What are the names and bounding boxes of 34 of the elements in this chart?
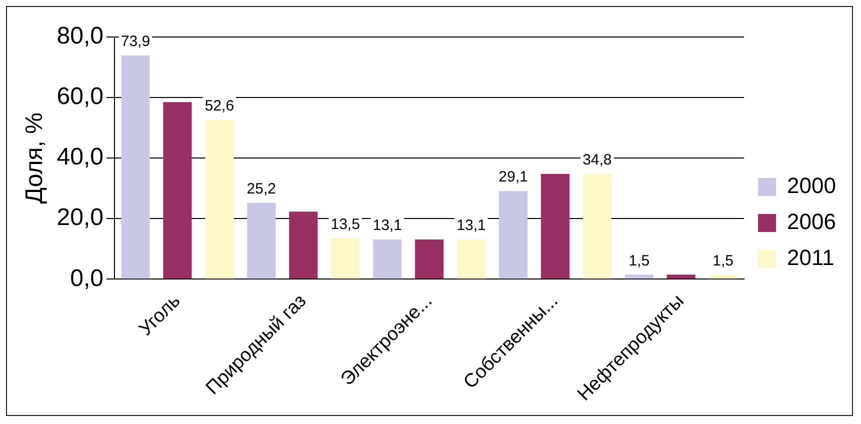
bar (498, 191, 528, 279)
data-label: 52,6 (204, 98, 234, 115)
bar (582, 174, 612, 279)
data-label: 1,5 (628, 252, 650, 270)
bar (540, 174, 570, 279)
bar (373, 240, 402, 279)
legend-label: 2006 (787, 209, 836, 234)
data-label: 13,1 (372, 217, 402, 234)
bar (289, 212, 318, 279)
bar (205, 120, 234, 279)
data-label: 25,2 (246, 180, 276, 198)
bar (456, 240, 486, 279)
bar (708, 274, 738, 279)
bar (666, 274, 696, 279)
bar (163, 102, 192, 279)
y-tick-label: 20,0 (56, 204, 104, 232)
y-tick-label: 60,0 (56, 83, 104, 110)
y-tick-label: 40,0 (56, 144, 104, 171)
bar (624, 274, 654, 279)
data-label: 73,9 (120, 33, 150, 50)
data-label: 13,1 (456, 217, 486, 234)
legend-label: 2000 (787, 173, 836, 198)
bar (415, 240, 444, 279)
bar (121, 55, 150, 279)
bar (247, 202, 276, 279)
data-label: 29,1 (498, 168, 528, 186)
y-axis-title: Доля, % (21, 112, 48, 204)
y-tick-label: 80,0 (56, 22, 104, 50)
y-tick-label: 0,0 (70, 264, 104, 292)
data-label: 13,5 (330, 216, 360, 233)
bar (331, 238, 360, 279)
data-label: 34,8 (582, 151, 612, 168)
legend-label: 2011 (787, 245, 834, 270)
data-label: 1,5 (712, 252, 734, 270)
